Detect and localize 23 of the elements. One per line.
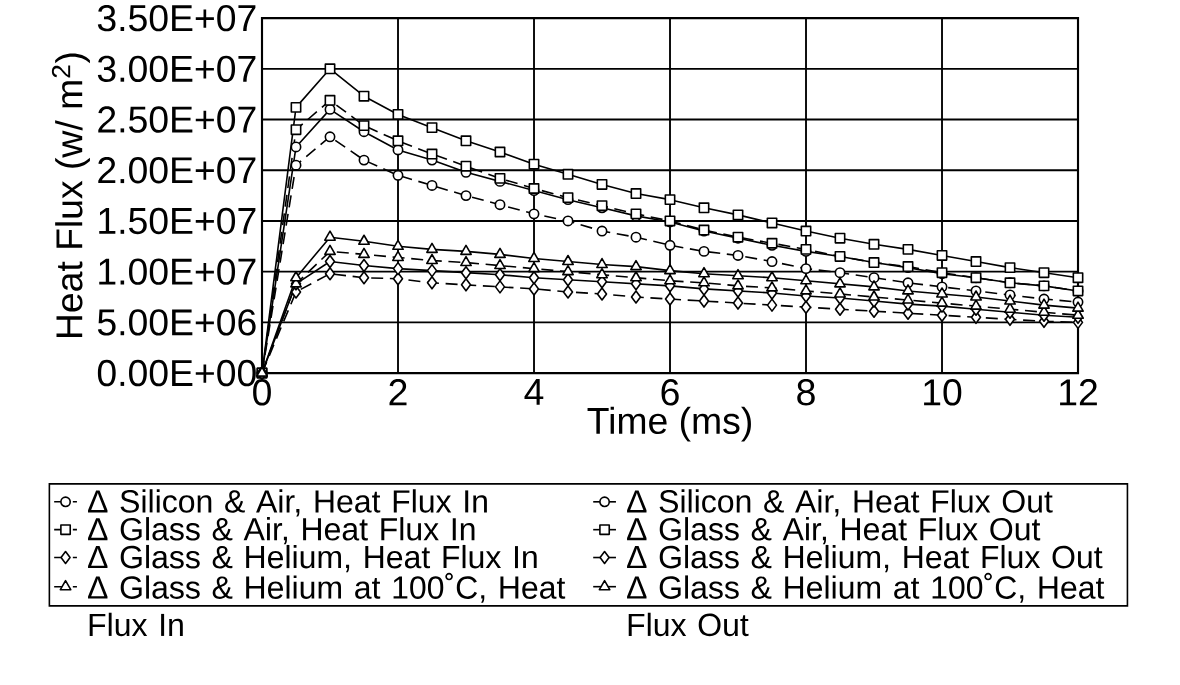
y-tick-label: 5.00E+06 <box>97 309 256 336</box>
legend-label: Δ Glass & Helium at 100˚C, Heat Flux In <box>88 572 566 637</box>
x-tick-label: 10 <box>924 379 962 406</box>
y-tick-label: 2.50E+07 <box>98 106 256 133</box>
legend-label: Δ Glass & Air, Heat Flux In <box>88 517 475 545</box>
y-tick-label: 3.50E+07 <box>97 4 256 32</box>
legend-label: Δ Glass & Air, Heat Flux Out <box>627 517 1041 545</box>
legend-label: Δ Silicon & Air, Heat Flux Out <box>627 489 1053 517</box>
y-tick-label: 1.00E+07 <box>99 258 256 285</box>
y-axis-title: Heat Flux (w/ m$^{2}$) <box>51 53 90 338</box>
legend-label: Δ Glass & Helium at 100˚C, Heat Flux Out <box>627 572 1105 637</box>
x-tick-label: 4 <box>524 379 544 405</box>
legend-label: Δ Silicon & Air, Heat Flux In <box>88 489 487 517</box>
legend-label: Δ Glass & Helium, Heat Flux Out <box>627 544 1103 573</box>
y-tick-label: 3.00E+07 <box>97 55 256 83</box>
x-tick-label: 6 <box>661 379 679 406</box>
y-tick-label: 2.00E+07 <box>98 157 256 184</box>
x-tick-label: 2 <box>389 379 407 406</box>
x-axis-title: Time (ms) <box>587 406 751 442</box>
y-tick-label: 1.50E+07 <box>99 207 256 235</box>
x-tick-label: 8 <box>797 379 815 406</box>
legend-label: Δ Glass & Helium, Heat Flux In <box>88 544 537 573</box>
x-tick-label: 12 <box>1060 379 1097 406</box>
